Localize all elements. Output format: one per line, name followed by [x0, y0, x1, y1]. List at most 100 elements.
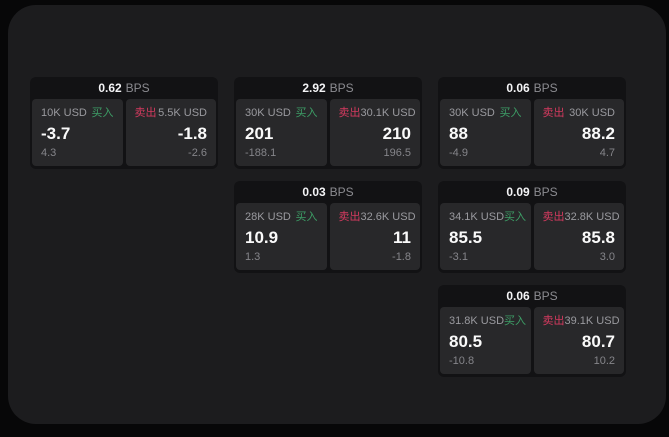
sell-tile[interactable]: 卖出 30K USD 88.2 4.7: [533, 99, 624, 166]
bps-unit-label: BPS: [125, 81, 150, 95]
bps-value: 0.03: [302, 185, 326, 199]
buy-price: 10.9: [245, 227, 279, 247]
tile-top-row: 卖出 30K USD: [543, 107, 616, 119]
sell-label: 卖出: [338, 211, 361, 223]
sell-price: 80.7: [581, 331, 615, 351]
sell-delta: 196.5: [383, 147, 411, 159]
buy-label: 买入: [504, 211, 527, 223]
quotes-grid: 0.62 BPS 10K USD 买入 -3.7 4.3 卖出 5.5K USD…: [30, 77, 626, 377]
bps-unit-label: BPS: [533, 185, 558, 199]
sell-price: 85.8: [581, 227, 615, 247]
sell-delta: -2.6: [188, 147, 207, 159]
card-header: 0.09 BPS: [438, 181, 626, 203]
sell-price: -1.8: [177, 123, 207, 143]
sell-tile[interactable]: 卖出 32.8K USD 85.8 3.0: [533, 203, 624, 270]
buy-label: 买入: [295, 211, 318, 223]
buy-amount: 30K USD: [245, 107, 291, 119]
sell-amount: 5.5K USD: [158, 107, 207, 119]
buy-tile[interactable]: 30K USD 买入 88 -4.9: [440, 99, 531, 166]
bps-card: 0.06 BPS 30K USD 买入 88 -4.9 卖出 30K USD 8…: [438, 77, 626, 169]
sell-tile[interactable]: 卖出 39.1K USD 80.7 10.2: [533, 307, 624, 374]
sell-label: 卖出: [542, 107, 565, 119]
buy-amount: 31.8K USD: [449, 315, 505, 327]
sell-amount: 32.8K USD: [564, 211, 620, 223]
buy-label: 买入: [91, 107, 114, 119]
sell-delta: 10.2: [593, 355, 615, 367]
sell-price: 210: [382, 123, 411, 143]
sell-label: 卖出: [542, 315, 565, 327]
card-header: 0.03 BPS: [234, 181, 422, 203]
buy-amount: 28K USD: [245, 211, 291, 223]
tile-top-row: 31.8K USD 买入: [449, 315, 526, 327]
bps-unit-label: BPS: [533, 289, 558, 303]
sell-amount: 39.1K USD: [564, 315, 620, 327]
buy-delta: -3.1: [449, 251, 468, 263]
sell-tile[interactable]: 卖出 30.1K USD 210 196.5: [329, 99, 420, 166]
buy-price: 201: [245, 123, 274, 143]
buy-tile[interactable]: 34.1K USD 买入 85.5 -3.1: [440, 203, 531, 270]
bps-card: 0.03 BPS 28K USD 买入 10.9 1.3 卖出 32.6K US…: [234, 181, 422, 273]
tile-top-row: 卖出 30.1K USD: [338, 107, 416, 119]
buy-price: 88: [449, 123, 468, 143]
sell-label: 卖出: [338, 107, 361, 119]
sell-delta: 3.0: [599, 251, 615, 263]
bps-unit-label: BPS: [329, 185, 354, 199]
buy-delta: -4.9: [449, 147, 468, 159]
tile-top-row: 30K USD 买入: [245, 107, 318, 119]
bps-unit-label: BPS: [533, 81, 558, 95]
bps-card: 0.09 BPS 34.1K USD 买入 85.5 -3.1 卖出 32.8K…: [438, 181, 626, 273]
buy-delta: 4.3: [41, 147, 57, 159]
card-body: 28K USD 买入 10.9 1.3 卖出 32.6K USD 11 -1.8: [234, 203, 422, 273]
card-header: 0.06 BPS: [438, 285, 626, 307]
tile-top-row: 卖出 32.6K USD: [338, 211, 416, 223]
bps-card: 2.92 BPS 30K USD 买入 201 -188.1 卖出 30.1K …: [234, 77, 422, 169]
card-body: 34.1K USD 买入 85.5 -3.1 卖出 32.8K USD 85.8…: [438, 203, 626, 273]
bps-value: 0.62: [98, 81, 122, 95]
buy-label: 买入: [504, 315, 527, 327]
sell-tile[interactable]: 卖出 32.6K USD 11 -1.8: [329, 203, 420, 270]
buy-amount: 34.1K USD: [449, 211, 505, 223]
sell-amount: 32.6K USD: [360, 211, 416, 223]
buy-price: 80.5: [449, 331, 483, 351]
bps-value: 2.92: [302, 81, 326, 95]
tile-top-row: 10K USD 买入: [41, 107, 114, 119]
card-header: 0.06 BPS: [438, 77, 626, 99]
sell-delta: 4.7: [599, 147, 615, 159]
card-header: 0.62 BPS: [30, 77, 218, 99]
buy-delta: -10.8: [449, 355, 475, 367]
sell-delta: -1.8: [392, 251, 411, 263]
buy-delta: -188.1: [245, 147, 277, 159]
buy-label: 买入: [499, 107, 522, 119]
bps-card: 0.62 BPS 10K USD 买入 -3.7 4.3 卖出 5.5K USD…: [30, 77, 218, 169]
buy-tile[interactable]: 31.8K USD 买入 80.5 -10.8: [440, 307, 531, 374]
tile-top-row: 30K USD 买入: [449, 107, 522, 119]
bps-unit-label: BPS: [329, 81, 354, 95]
tile-top-row: 卖出 32.8K USD: [542, 211, 620, 223]
buy-tile[interactable]: 10K USD 买入 -3.7 4.3: [32, 99, 123, 166]
card-body: 30K USD 买入 201 -188.1 卖出 30.1K USD 210 1…: [234, 99, 422, 169]
buy-tile[interactable]: 28K USD 买入 10.9 1.3: [236, 203, 327, 270]
sell-amount: 30.1K USD: [360, 107, 416, 119]
buy-price: -3.7: [41, 123, 71, 143]
sell-amount: 30K USD: [569, 107, 615, 119]
sell-label: 卖出: [542, 211, 565, 223]
bps-value: 0.09: [506, 185, 530, 199]
sell-price: 11: [393, 227, 411, 247]
buy-amount: 30K USD: [449, 107, 495, 119]
card-header: 2.92 BPS: [234, 77, 422, 99]
tile-top-row: 34.1K USD 买入: [449, 211, 526, 223]
bps-card: 0.06 BPS 31.8K USD 买入 80.5 -10.8 卖出 39.1…: [438, 285, 626, 377]
bps-value: 0.06: [506, 289, 530, 303]
card-body: 31.8K USD 买入 80.5 -10.8 卖出 39.1K USD 80.…: [438, 307, 626, 377]
buy-price: 85.5: [449, 227, 483, 247]
tile-top-row: 28K USD 买入: [245, 211, 318, 223]
buy-tile[interactable]: 30K USD 买入 201 -188.1: [236, 99, 327, 166]
buy-delta: 1.3: [245, 251, 261, 263]
card-body: 10K USD 买入 -3.7 4.3 卖出 5.5K USD -1.8 -2.…: [30, 99, 218, 169]
buy-label: 买入: [295, 107, 318, 119]
tile-top-row: 卖出 39.1K USD: [542, 315, 620, 327]
sell-tile[interactable]: 卖出 5.5K USD -1.8 -2.6: [125, 99, 216, 166]
bps-value: 0.06: [506, 81, 530, 95]
card-body: 30K USD 买入 88 -4.9 卖出 30K USD 88.2 4.7: [438, 99, 626, 169]
sell-label: 卖出: [134, 107, 157, 119]
